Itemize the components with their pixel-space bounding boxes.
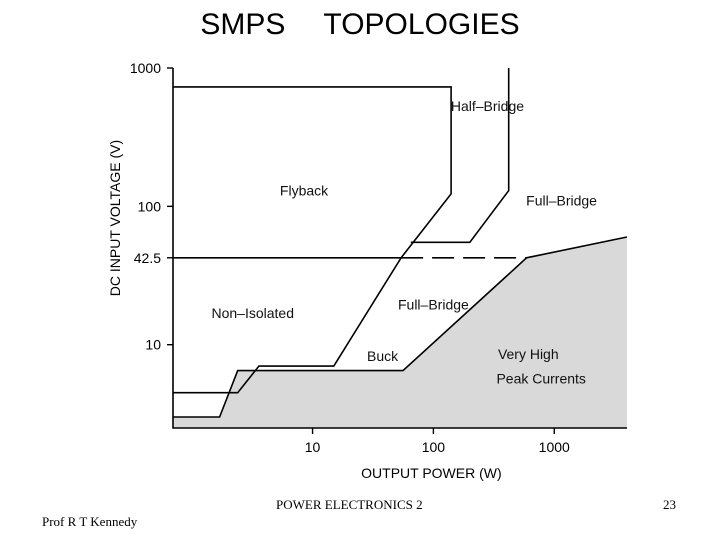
slide-title-word-2: TOPOLOGIES	[323, 8, 520, 41]
region-label: Non–Isolated	[212, 305, 295, 321]
region-label: Full–Bridge	[398, 297, 469, 313]
region-label: Flyback	[280, 183, 329, 199]
boundary-lines	[173, 68, 628, 418]
x-tick-label: 10	[305, 439, 321, 455]
region-label: Very High	[498, 346, 559, 362]
slide-title: SMPS TOPOLOGIES	[0, 8, 720, 42]
footer-course: POWER ELECTRONICS 2	[276, 497, 423, 512]
y-axis-label: DC INPUT VOLTAGE (V)	[107, 140, 123, 296]
footer-author: Prof R T Kennedy	[42, 514, 138, 529]
slide-title-word-1: SMPS	[200, 8, 286, 41]
y-tick-label: 42.5	[134, 250, 161, 266]
half-bridge-boundary	[410, 68, 510, 244]
region-label: Half–Bridge	[451, 98, 524, 114]
x-axis-label: OUTPUT POWER (W)	[361, 465, 502, 481]
flyback-boundary	[173, 86, 452, 394]
page-number: 23	[663, 497, 676, 512]
region-label: Buck	[367, 348, 399, 364]
very-high-peak-current-boundary	[173, 236, 628, 418]
very-high-peak-currents-region	[173, 237, 627, 428]
axis-frame	[172, 68, 627, 429]
region-label: Peak Currents	[496, 370, 585, 386]
y-tick-label: 10	[145, 337, 161, 353]
x-tick-label: 100	[422, 439, 446, 455]
x-tick-label: 1000	[539, 439, 570, 455]
region-labels: Half–Bridge Flyback Full–Bridge Non–Isolate…	[212, 98, 598, 386]
axis-ticks: 10 42.5 100 1000 10 100 1000	[130, 60, 570, 455]
y-tick-label: 1000	[130, 60, 161, 76]
y-tick-label: 100	[138, 198, 162, 214]
region-label: Full–Bridge	[526, 193, 597, 209]
